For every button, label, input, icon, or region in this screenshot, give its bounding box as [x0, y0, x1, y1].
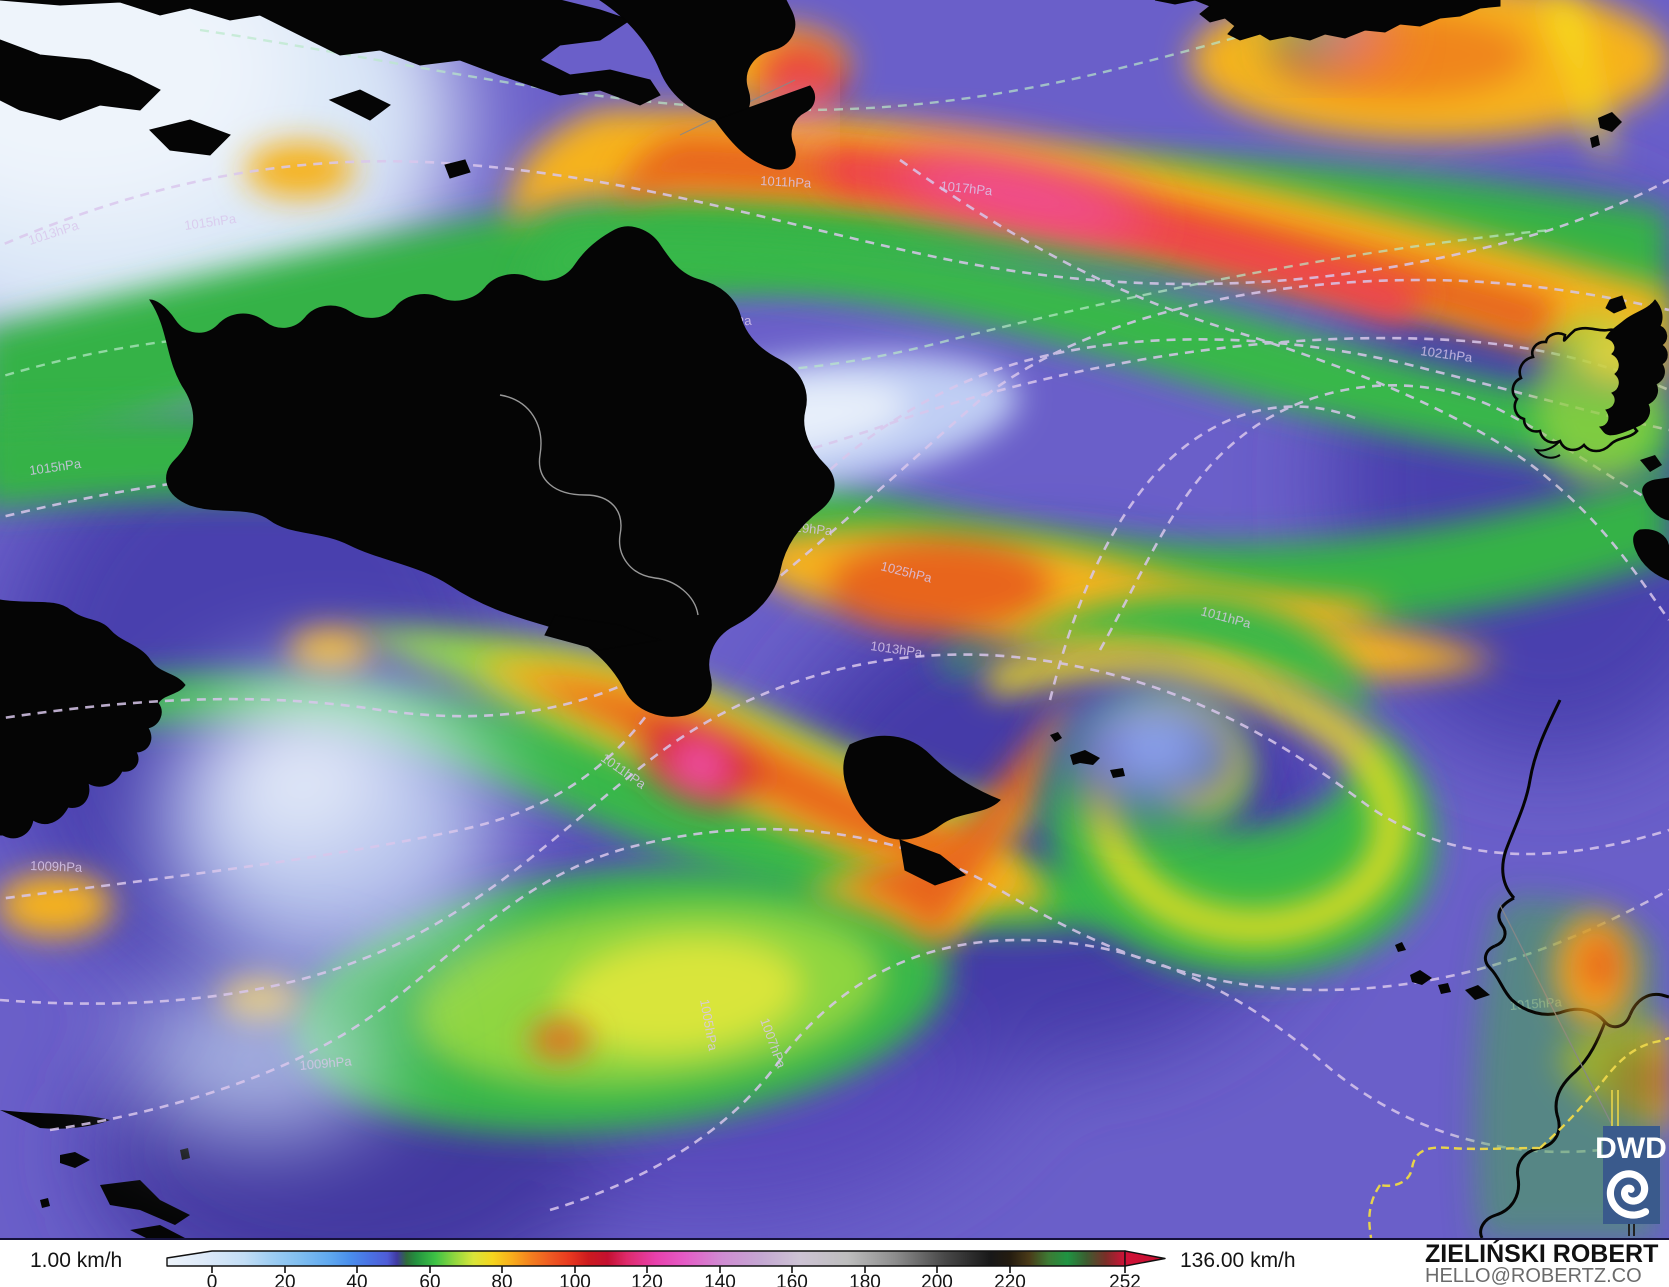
svg-text:0: 0 [207, 1272, 218, 1287]
svg-text:160: 160 [776, 1272, 808, 1287]
svg-text:220: 220 [994, 1272, 1026, 1287]
svg-text:1.00 km/h: 1.00 km/h [30, 1249, 122, 1272]
svg-text:180: 180 [849, 1272, 881, 1287]
svg-text:136.00 km/h: 136.00 km/h [1180, 1249, 1296, 1272]
svg-text:1009hPa: 1009hPa [30, 858, 83, 875]
svg-text:60: 60 [419, 1272, 440, 1287]
svg-text:252: 252 [1109, 1272, 1141, 1287]
svg-text:1011hPa: 1011hPa [760, 173, 813, 191]
svg-text:40: 40 [346, 1272, 367, 1287]
svg-text:20: 20 [274, 1272, 295, 1287]
svg-text:ZIELIŃSKI ROBERT: ZIELIŃSKI ROBERT [1425, 1240, 1658, 1268]
svg-text:80: 80 [491, 1272, 512, 1287]
svg-text:DWD: DWD [1595, 1132, 1667, 1165]
svg-text:200: 200 [921, 1272, 953, 1287]
svg-text:140: 140 [704, 1272, 736, 1287]
svg-text:120: 120 [631, 1272, 663, 1287]
svg-text:100: 100 [559, 1272, 591, 1287]
svg-text:HELLO@ROBERTZ.CO: HELLO@ROBERTZ.CO [1425, 1265, 1642, 1287]
